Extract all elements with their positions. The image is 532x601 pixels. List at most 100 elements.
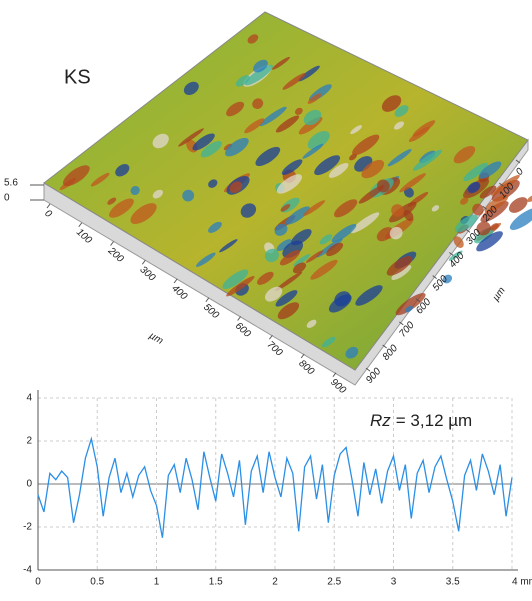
x-tick — [173, 278, 178, 284]
surface-texture — [387, 149, 412, 167]
surface-texture — [361, 159, 385, 179]
y-tick — [465, 228, 471, 233]
x-tick — [141, 259, 146, 265]
surface-texture — [489, 223, 499, 231]
y-tick — [382, 344, 387, 349]
surface-texture — [292, 262, 307, 274]
y-tick — [415, 298, 421, 303]
x-tick-label: 0 — [42, 208, 54, 220]
surface-texture — [275, 271, 303, 292]
surface-texture — [275, 290, 298, 307]
surface-texture — [107, 197, 117, 205]
y-tick — [449, 252, 454, 256]
surface-texture — [479, 185, 497, 199]
surface-texture — [247, 34, 259, 44]
surface-texture — [394, 121, 405, 130]
surface-texture — [255, 146, 281, 167]
x-axis-label: µm — [147, 330, 165, 347]
surface-texture — [195, 252, 216, 267]
surface-label: KS — [64, 66, 91, 88]
x-tick — [205, 297, 210, 303]
surface-texture — [226, 276, 255, 297]
x-tick-label: 2.5 — [327, 577, 341, 588]
surface-texture — [115, 164, 130, 177]
x-tick — [268, 334, 273, 340]
surface-texture — [264, 286, 283, 302]
surface-texture — [200, 140, 222, 158]
x-tick-label: 0.5 — [90, 577, 104, 588]
surface-texture — [448, 250, 463, 261]
surface-texture — [480, 201, 509, 223]
x-tick — [332, 372, 337, 378]
surface-texture — [130, 203, 157, 225]
surface-texture — [491, 179, 520, 202]
x-tick-label: 2 — [272, 577, 278, 588]
surface-texture — [321, 336, 336, 348]
surface-texture — [331, 223, 357, 243]
surface-texture — [222, 269, 249, 290]
surface-texture — [334, 291, 351, 307]
annotation-symbol: Rz — [370, 411, 391, 430]
y-tick — [515, 159, 521, 164]
surface-texture — [272, 56, 290, 70]
surface-texture — [109, 198, 134, 218]
surface-texture — [244, 118, 265, 134]
surface-texture — [235, 75, 250, 87]
x-tick-label: 400 — [169, 283, 189, 303]
surface-texture — [303, 200, 326, 216]
y-tick — [432, 275, 437, 280]
z-tick-label: 0 — [4, 193, 10, 204]
x-tick — [46, 203, 51, 209]
surface-texture — [310, 259, 338, 280]
x-tick-label: 800 — [296, 358, 316, 378]
surface-texture — [152, 133, 169, 149]
surface-texture — [412, 149, 443, 171]
y-tick-label: 0 — [514, 166, 526, 178]
surface-texture — [277, 302, 300, 320]
annotation: Rz = 3,12 µm — [370, 411, 472, 430]
surface-texture — [453, 146, 476, 164]
surface-texture — [276, 239, 292, 252]
surface-texture — [282, 72, 306, 90]
surface-texture — [431, 205, 440, 212]
surface-texture — [391, 265, 412, 280]
surface-texture — [405, 305, 413, 313]
surface-texture — [276, 174, 303, 194]
surface-texture — [208, 179, 218, 188]
surface-texture — [281, 159, 303, 175]
surface-texture — [314, 155, 341, 176]
surface-texture — [350, 125, 362, 135]
x-tick — [237, 316, 242, 321]
x-tick-label: 100 — [74, 227, 94, 247]
surface-texture — [491, 174, 520, 196]
surface-texture — [358, 185, 385, 204]
profile-chart: -4 -2 0 2 4 0 0.5 1 1.5 2 2.5 3 3.5 4 mm Rz = 3,12 µm — [23, 390, 532, 588]
surface-texture — [315, 238, 343, 258]
surface-texture — [306, 319, 317, 328]
x-tick-label: 500 — [201, 302, 221, 322]
surface-texture — [303, 109, 322, 126]
surface-texture — [252, 98, 264, 109]
surface-texture — [467, 181, 481, 194]
surface-texture — [328, 162, 349, 178]
x-tick-label: 200 — [105, 245, 126, 265]
y-tick — [365, 367, 371, 372]
surface-texture — [90, 172, 110, 187]
surface-texture — [349, 153, 357, 161]
surface-texture — [508, 197, 528, 213]
surface-texture — [326, 242, 344, 257]
surface-texture — [352, 134, 380, 156]
surface-texture — [257, 271, 274, 285]
surface-texture — [460, 197, 469, 205]
surface-texture — [183, 81, 199, 96]
y-tick-label: -4 — [23, 565, 32, 576]
y-tick — [399, 321, 404, 326]
x-tick-label: 3 — [391, 577, 397, 588]
surface-texture — [376, 227, 394, 242]
surface-texture — [259, 106, 287, 127]
surface-texture — [59, 34, 532, 359]
surface-texture — [219, 239, 238, 253]
surface-texture — [381, 95, 402, 112]
y-axis-label: µm — [491, 285, 508, 303]
